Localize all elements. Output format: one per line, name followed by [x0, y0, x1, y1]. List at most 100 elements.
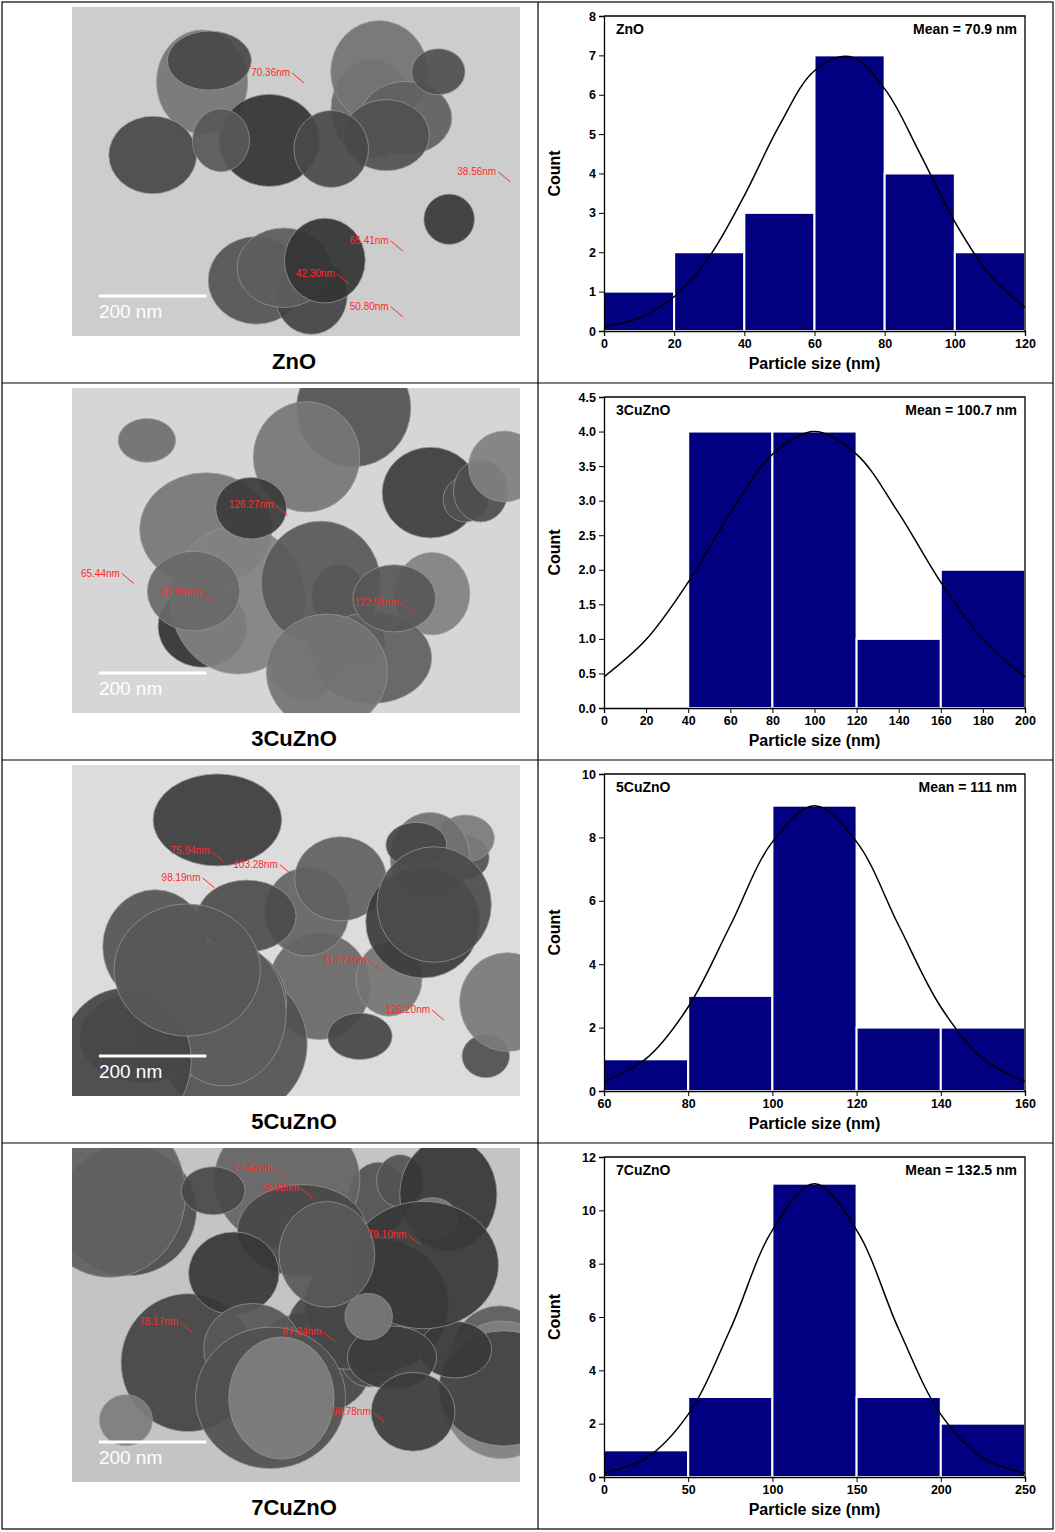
tick-label: 10	[582, 1204, 596, 1218]
particle	[284, 218, 365, 303]
particle	[424, 194, 475, 244]
tick: 8	[589, 10, 604, 24]
x-axis: 020406080100120140160180200	[601, 708, 1036, 728]
bar	[604, 1450, 688, 1477]
measurement-line	[391, 241, 403, 251]
tick-label: 100	[805, 714, 826, 728]
table-border	[2, 2, 1053, 1529]
bar	[772, 806, 856, 1091]
tick: 80	[878, 331, 892, 351]
tick-label: 4	[589, 958, 596, 972]
tick: 2.0	[579, 563, 604, 577]
tick: 8	[589, 831, 604, 845]
measurement-label: 42.30nm	[296, 268, 335, 279]
tick: 5	[589, 128, 604, 142]
particle	[377, 847, 491, 963]
tick-mark	[599, 466, 604, 467]
tick-mark	[599, 774, 604, 775]
measurement-line	[203, 593, 215, 603]
y-axis: 0.00.51.01.52.02.53.03.54.04.5	[579, 391, 605, 716]
measurement-label: 38.56nm	[457, 166, 496, 177]
chart-title: 3CuZnO	[616, 402, 671, 418]
tick-mark	[1025, 708, 1026, 713]
plot-marks	[604, 1184, 1025, 1477]
tick: 0	[601, 1477, 608, 1497]
tick-label: 0.5	[579, 667, 596, 681]
measurement-label: 65.41nm	[350, 235, 389, 246]
scale-bar-label: 200 nm	[99, 1447, 162, 1468]
plot-frame	[604, 16, 1025, 331]
tick-mark	[885, 331, 886, 336]
tick-label: 150	[847, 1483, 868, 1497]
row-divider	[2, 382, 1053, 383]
particle	[189, 1232, 280, 1315]
particle	[353, 565, 436, 632]
measurement-label: 67.05nm	[162, 587, 201, 598]
tick-mark	[599, 1264, 604, 1265]
tem-panel: 200 nm65.44nm67.05nm126.27nm122.51nm3CuZ…	[72, 350, 540, 751]
tick: 80	[682, 1091, 696, 1111]
tick-label: 100	[945, 337, 966, 351]
tick-mark	[730, 708, 731, 713]
tick: 100	[945, 331, 966, 351]
tem-image	[72, 765, 520, 1096]
particle	[109, 116, 197, 194]
axis-line	[599, 1158, 605, 1478]
column-divider	[537, 2, 538, 1529]
tick-mark	[1025, 1477, 1026, 1482]
tick-label: 0	[589, 325, 596, 339]
y-axis-title: Count	[546, 1293, 563, 1340]
particle	[196, 1327, 346, 1468]
particle	[114, 904, 260, 1036]
plot-marks	[604, 55, 1025, 331]
tick-mark	[599, 1210, 604, 1211]
tick: 140	[889, 708, 910, 728]
tick-mark	[599, 639, 604, 640]
tick: 120	[847, 708, 868, 728]
axis-line	[599, 775, 605, 1092]
tick-label: 6	[589, 1311, 596, 1325]
x-axis: 050100150200250	[601, 1477, 1036, 1497]
tick-mark	[599, 292, 604, 293]
tick-mark	[599, 1028, 604, 1029]
measurement-label: 79.10nm	[368, 1229, 407, 1240]
tick: 6	[589, 1311, 604, 1325]
particle	[266, 614, 387, 713]
tick-label: 80	[878, 337, 892, 351]
measurement-label: 114.74nm	[323, 955, 367, 966]
tick: 0.5	[579, 667, 604, 681]
tick: 2	[589, 246, 604, 260]
tick: 2	[589, 1417, 604, 1431]
tick: 80	[766, 708, 780, 728]
tem-image	[72, 1148, 520, 1482]
tick: 160	[931, 708, 952, 728]
measurement-line	[432, 1010, 444, 1020]
fit-curve	[604, 56, 1025, 326]
tick-mark	[599, 604, 604, 605]
tick-label: 1.0	[579, 632, 596, 646]
tick-label: 40	[738, 337, 752, 351]
tick: 250	[1015, 1477, 1036, 1497]
tick: 150	[847, 1477, 868, 1497]
measurement-line	[337, 274, 349, 284]
scale-bar-label: 200 nm	[99, 301, 162, 322]
scale-bar	[99, 1441, 207, 1444]
tick-mark	[599, 174, 604, 175]
measurement-label: 50.80nm	[350, 301, 389, 312]
tick: 4.5	[579, 391, 604, 405]
measurement-label: 126.20nm	[386, 1004, 430, 1015]
y-axis: 0246810	[582, 768, 604, 1099]
y-axis-title: Count	[546, 529, 563, 576]
tick: 140	[931, 1091, 952, 1111]
annotation: Mean = 132.5 nm	[905, 1162, 1017, 1178]
tick-mark	[857, 1477, 858, 1482]
tick-mark	[941, 708, 942, 713]
tick-label: 60	[808, 337, 822, 351]
tick-mark	[599, 964, 604, 965]
measurement-label: 78.17nm	[139, 1316, 178, 1327]
measurement-line	[391, 307, 403, 317]
tick: 12	[582, 1151, 604, 1165]
measurement-label: 67.24nm	[283, 1326, 322, 1337]
tick: 0	[601, 331, 608, 351]
tem-panel: 200 nm70.36nm38.56nm65.41nm42.30nm50.80n…	[72, 7, 520, 374]
